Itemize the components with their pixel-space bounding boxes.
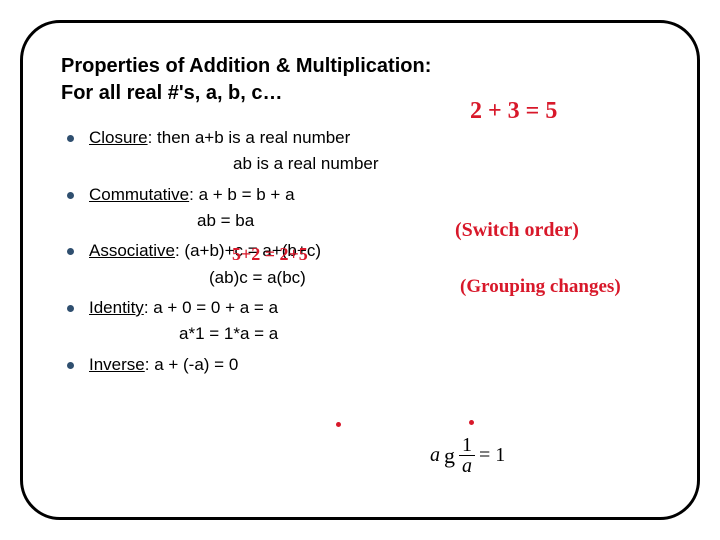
list-item: Identity: a + 0 = 0 + a = a a*1 = 1*a = … bbox=[61, 295, 659, 348]
prop-name-identity: Identity bbox=[89, 298, 144, 317]
prop-name-associative: Associative bbox=[89, 241, 175, 260]
handwriting-eq2: 5+2 = 2+5 bbox=[232, 244, 308, 265]
title-line-2: For all real #'s, a, b, c… bbox=[61, 82, 283, 104]
list-item: Closure: then a+b is a real number ab is… bbox=[61, 125, 659, 178]
prop-sub: ab is a real number bbox=[89, 151, 659, 177]
prop-name-commutative: Commutative bbox=[89, 185, 189, 204]
prop-text: : a + 0 = 0 + a = a bbox=[144, 298, 278, 317]
prop-text: : a + (-a) = 0 bbox=[145, 355, 239, 374]
slide-frame: Properties of Addition & Multiplication:… bbox=[20, 20, 700, 520]
handwriting-eq1: 2 + 3 = 5 bbox=[470, 98, 557, 125]
prop-text: : then a+b is a real number bbox=[148, 128, 351, 147]
frac-stack: 1 a bbox=[459, 435, 475, 476]
prop-name-inverse: Inverse bbox=[89, 355, 145, 374]
frac-g: g bbox=[444, 443, 455, 469]
slide-title: Properties of Addition & Multiplication:… bbox=[61, 53, 659, 107]
prop-text: : a + b = b + a bbox=[189, 185, 294, 204]
fraction-expression: ag 1 a = 1 bbox=[430, 435, 505, 476]
handwriting-note-grouping: (Grouping changes) bbox=[460, 276, 621, 298]
frac-num: 1 bbox=[459, 435, 475, 456]
frac-a: a bbox=[430, 444, 440, 467]
red-dot bbox=[469, 420, 474, 425]
handwriting-note-switch: (Switch order) bbox=[455, 219, 579, 242]
frac-den: a bbox=[459, 456, 475, 476]
prop-name-closure: Closure bbox=[89, 128, 148, 147]
properties-list: Closure: then a+b is a real number ab is… bbox=[61, 125, 659, 378]
prop-sub: a*1 = 1*a = a bbox=[89, 321, 659, 347]
title-line-1: Properties of Addition & Multiplication: bbox=[61, 55, 431, 77]
red-dot bbox=[336, 422, 341, 427]
frac-eq: = 1 bbox=[479, 444, 505, 467]
list-item: Inverse: a + (-a) = 0 bbox=[61, 352, 659, 378]
